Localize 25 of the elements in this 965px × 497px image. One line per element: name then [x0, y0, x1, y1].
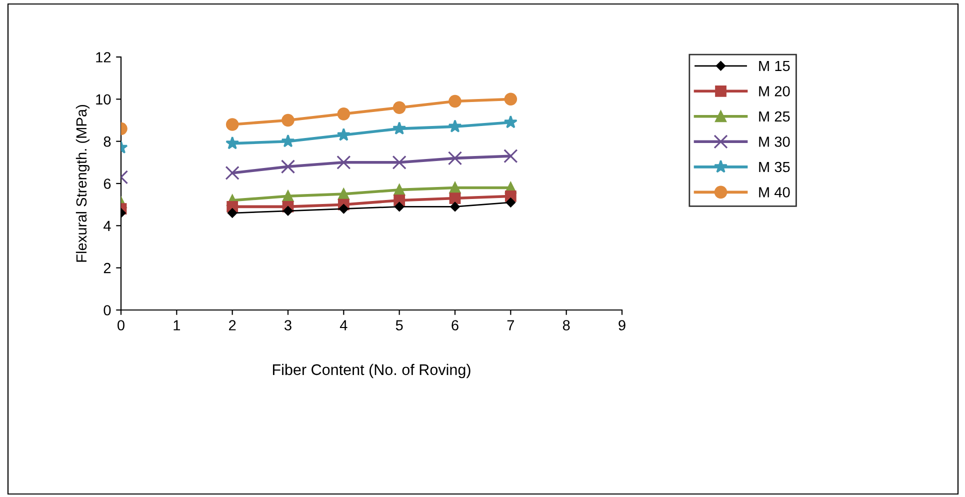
y-tick-label: 4: [104, 220, 111, 231]
x-tick-label: 2: [229, 320, 236, 330]
legend-label: M 25: [759, 111, 790, 122]
legend-label: M 15: [759, 60, 790, 72]
x-tick-label: 1: [174, 320, 180, 330]
x-tick-label: 7: [507, 320, 514, 330]
x-tick-label: 5: [396, 320, 403, 330]
legend-label: M 20: [759, 86, 790, 96]
legend-label: M 35: [759, 162, 790, 172]
y-tick-label: 6: [104, 178, 111, 189]
x-tick-label: 8: [562, 320, 570, 330]
x-tick-label: 9: [618, 320, 626, 330]
x-tick-label: 4: [340, 320, 348, 330]
y-axis-title: Flexural Strength. (MPa): [76, 104, 90, 262]
legend-label: M 40: [759, 187, 790, 198]
y-tick-label: 0: [104, 305, 111, 316]
y-tick-label: 2: [104, 262, 111, 274]
x-axis-title: Fiber Content (No. of Roving): [272, 364, 470, 378]
x-tick-label: 3: [284, 320, 292, 330]
y-tick-label: 12: [96, 52, 111, 62]
y-tick-label: 10: [96, 94, 111, 105]
x-tick-label: 6: [452, 320, 458, 330]
legend-label: M 30: [759, 136, 790, 147]
y-tick-label: 8: [104, 136, 111, 147]
x-tick-label: 0: [118, 320, 124, 330]
